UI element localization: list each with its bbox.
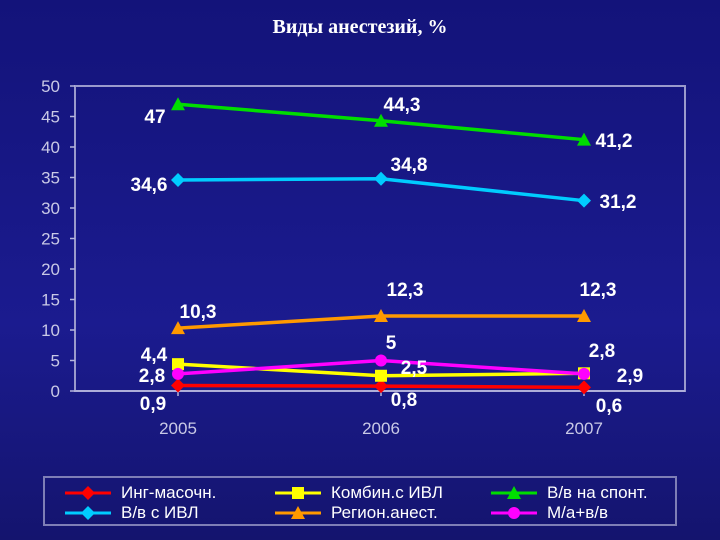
data-label: 2,8 — [589, 341, 615, 362]
data-label: 31,2 — [600, 192, 637, 213]
y-tick-label: 45 — [41, 108, 60, 127]
data-point — [577, 193, 591, 208]
chart-title: Виды анестезий, % — [272, 16, 448, 38]
legend-item-vv-spont: В/в на спонт. — [489, 483, 648, 503]
legend-swatch — [65, 486, 111, 500]
data-label: 41,2 — [596, 131, 633, 152]
data-point — [172, 358, 184, 371]
legend-marker — [81, 486, 95, 500]
data-point — [374, 113, 388, 127]
x-tick-label: 2005 — [159, 419, 197, 438]
data-label: 34,6 — [131, 175, 168, 196]
y-tick-label: 10 — [41, 321, 60, 340]
legend-label: М/а+в/в — [547, 503, 609, 522]
data-point — [577, 132, 591, 146]
x-tick-label: 2007 — [565, 419, 603, 438]
legend-swatch — [65, 506, 111, 520]
y-tick-label: 20 — [41, 260, 60, 279]
data-label: 0,6 — [596, 396, 622, 417]
legend-item-ma-vv: М/а+в/в — [489, 503, 608, 523]
data-point — [374, 379, 388, 394]
legend-label: Регион.анест. — [331, 503, 438, 522]
series-lines — [177, 102, 585, 390]
legend-label: Комбин.с ИВЛ — [331, 483, 443, 502]
legend-label: В/в на спонт. — [547, 483, 648, 502]
data-label: 34,8 — [391, 155, 428, 176]
legend-item-vv-ivl: В/в с ИВЛ — [63, 503, 199, 523]
y-tick-label: 15 — [41, 291, 60, 310]
legend-label: Инг-масочн. — [121, 483, 217, 502]
data-label: 2,9 — [617, 366, 643, 387]
legend-marker — [507, 486, 521, 499]
y-tick-label: 0 — [51, 382, 60, 401]
legend-item-ing-masochn: Инг-масочн. — [63, 483, 216, 503]
data-point — [375, 369, 387, 382]
series-markers — [171, 97, 591, 395]
data-point — [172, 367, 184, 380]
data-point — [374, 308, 388, 322]
chart-legend: Инг-масочн. Комбин.с ИВЛ В/в на спонт. В… — [43, 476, 677, 526]
data-label: 47 — [144, 107, 165, 128]
legend-swatch — [275, 506, 321, 519]
legend-label: В/в с ИВЛ — [121, 503, 199, 522]
y-tick-label: 50 — [41, 77, 60, 96]
chart-axes: 0 5 10 15 20 25 30 35 40 45 50 2005 2006 2007 — [41, 77, 686, 438]
data-label: 2,8 — [139, 366, 165, 387]
legend-marker — [81, 506, 95, 520]
data-point — [171, 378, 185, 393]
data-point — [171, 321, 185, 335]
data-label: 12,3 — [580, 280, 617, 301]
data-label: 0,8 — [391, 390, 417, 411]
y-tick-label: 30 — [41, 199, 60, 218]
y-tick-label: 25 — [41, 230, 60, 249]
legend-marker — [292, 487, 304, 499]
data-label: 5 — [386, 333, 397, 354]
data-label: 12,3 — [387, 280, 424, 301]
data-point — [375, 354, 387, 367]
data-label: 10,3 — [180, 302, 217, 323]
x-tick-label: 2006 — [362, 419, 400, 438]
y-tick-label: 40 — [41, 138, 60, 157]
legend-marker — [291, 506, 305, 519]
legend-swatch — [275, 487, 321, 499]
data-point — [578, 367, 590, 380]
data-point — [577, 308, 591, 322]
data-label: 44,3 — [384, 95, 421, 116]
data-point — [577, 380, 591, 395]
data-point — [171, 97, 185, 111]
legend-swatch — [491, 507, 537, 519]
data-point — [171, 172, 185, 187]
data-label: 4,4 — [141, 345, 168, 366]
y-tick-label: 35 — [41, 169, 60, 188]
data-label: 0,9 — [140, 394, 166, 415]
legend-marker — [508, 507, 520, 519]
y-tick-label: 5 — [51, 352, 60, 371]
data-point — [374, 171, 388, 186]
legend-item-region-anest: Регион.анест. — [273, 503, 438, 523]
data-labels: 0,9 0,8 0,6 4,4 2,5 2,9 47 44,3 41,2 34,6 34,8 31,2… — [131, 95, 644, 417]
data-label: 2,5 — [401, 358, 428, 379]
legend-item-kombin-ivl: Комбин.с ИВЛ — [273, 483, 443, 503]
legend-swatch — [491, 486, 537, 499]
